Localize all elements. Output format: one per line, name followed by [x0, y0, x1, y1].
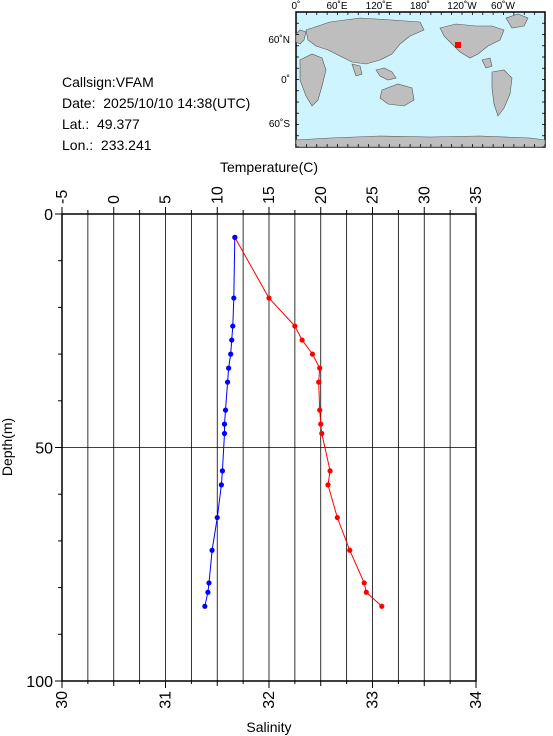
- salinity-axis-title: Salinity: [246, 719, 291, 735]
- salinity-data-point: [230, 323, 236, 329]
- temperature-data-point: [318, 421, 324, 427]
- salinity-data-point: [218, 482, 224, 488]
- temperature-axis: -5 0 5 10 15 20 25 30 35: [54, 186, 485, 214]
- temperature-data-point: [325, 482, 331, 488]
- temperature-data-point: [299, 337, 305, 343]
- latitude-label: Lat.: 49.377: [62, 116, 140, 132]
- temperature-data-point: [319, 430, 325, 437]
- salinity-data-point: [225, 379, 231, 385]
- salinity-data-point: [202, 603, 208, 609]
- temperature-tick-label: 10: [209, 186, 226, 204]
- temperature-data-point: [266, 295, 272, 301]
- salinity-tick-label: 31: [158, 691, 175, 709]
- salinity-data-point: [222, 407, 229, 413]
- map-lon-label: 0˚: [292, 0, 301, 12]
- salinity-axis: 30 31 32 33 34: [54, 681, 485, 709]
- salinity-data-point: [209, 547, 215, 553]
- landmass: [439, 23, 505, 59]
- salinity-data-point: [232, 234, 238, 240]
- temperature-data-point: [363, 589, 369, 595]
- salinity-data-point: [226, 365, 232, 371]
- temperature-data-point: [317, 365, 323, 371]
- landmass: [295, 29, 307, 45]
- longitude-label: Lon.: 233.241: [62, 137, 152, 153]
- temperature-data-point: [361, 580, 367, 586]
- salinity-data-point: [221, 421, 228, 427]
- map-lat-label: 0˚: [281, 74, 290, 86]
- temperature-tick-label: 30: [416, 186, 433, 204]
- salinity-data-point: [231, 295, 237, 301]
- salinity-data-point: [219, 468, 226, 474]
- salinity-data-point: [206, 580, 212, 586]
- temperature-tick-label: 25: [365, 186, 382, 204]
- map-lon-label: 120˚W: [447, 0, 477, 12]
- temperature-data-point: [292, 323, 298, 329]
- salinity-tick-label: 33: [365, 691, 382, 709]
- temperature-tick-label: 35: [468, 186, 485, 204]
- temperature-tick-label: 0: [106, 195, 123, 204]
- salinity-tick-label: 32: [261, 691, 278, 709]
- map-lat-label: 60˚N: [268, 34, 290, 46]
- landmass: [379, 83, 415, 107]
- temperature-data-point: [309, 351, 316, 357]
- map-lon-label: 60˚W: [491, 0, 515, 12]
- map-longitude-labels: 0˚ 60˚E 120˚E 180˚ 120˚W 60˚W: [292, 0, 516, 12]
- salinity-data-point: [228, 351, 234, 357]
- map-latitude-labels: 60˚N 0˚ 60˚S: [268, 34, 290, 130]
- salinity-data-point: [214, 514, 220, 521]
- map-lon-label: 120˚E: [366, 0, 393, 12]
- depth-axis: 0 50 100: [26, 207, 62, 691]
- salinity-profile-line: [204, 237, 236, 607]
- temperature-tick-label: 15: [261, 186, 278, 204]
- landmass: [351, 63, 363, 77]
- map-lat-label: 60˚S: [269, 118, 290, 130]
- temperature-data-point: [379, 603, 385, 609]
- depth-axis-title: Depth(m): [0, 418, 15, 476]
- temperature-profile-line: [234, 237, 383, 607]
- salinity-tick-label: 30: [54, 691, 71, 709]
- depth-tick-label: 100: [26, 674, 53, 691]
- temperature-data-point: [334, 514, 340, 521]
- temperature-axis-title: Temperature(C): [220, 159, 318, 175]
- salinity-data-point: [205, 589, 211, 595]
- map-lon-label: 60˚E: [326, 0, 347, 12]
- temperature-data-point: [316, 379, 322, 385]
- temperature-tick-label: -5: [54, 190, 71, 204]
- map-land: [295, 13, 546, 148]
- date-label: Date: 2025/10/10 14:38(UTC): [62, 95, 251, 111]
- salinity-data-point: [229, 337, 235, 343]
- landmass: [375, 67, 397, 81]
- temperature-tick-label: 5: [158, 195, 175, 204]
- callsign-label: Callsign:VFAM: [62, 74, 154, 90]
- world-map: 0˚ 60˚E 120˚E 180˚ 120˚W 60˚W 60˚N 0˚ 60…: [268, 0, 546, 148]
- temperature-data-point: [347, 547, 353, 553]
- landmass: [299, 53, 327, 107]
- map-lon-label: 180˚: [410, 0, 430, 12]
- depth-tick-label: 50: [35, 441, 53, 458]
- map-frame-ticks: [295, 11, 546, 148]
- landmass: [481, 57, 493, 69]
- station-marker: [455, 42, 461, 48]
- profile-series: [202, 234, 385, 609]
- landmass: [505, 13, 529, 29]
- temperature-data-point: [327, 468, 333, 474]
- landmass: [305, 17, 425, 65]
- depth-tick-label: 0: [44, 207, 53, 224]
- landmass: [491, 69, 513, 117]
- salinity-data-point: [221, 430, 228, 437]
- salinity-tick-label: 34: [468, 691, 485, 709]
- station-info: Callsign:VFAM Date: 2025/10/10 14:38(UTC…: [62, 72, 250, 156]
- temperature-data-point: [317, 407, 323, 413]
- temperature-tick-label: 20: [313, 186, 330, 204]
